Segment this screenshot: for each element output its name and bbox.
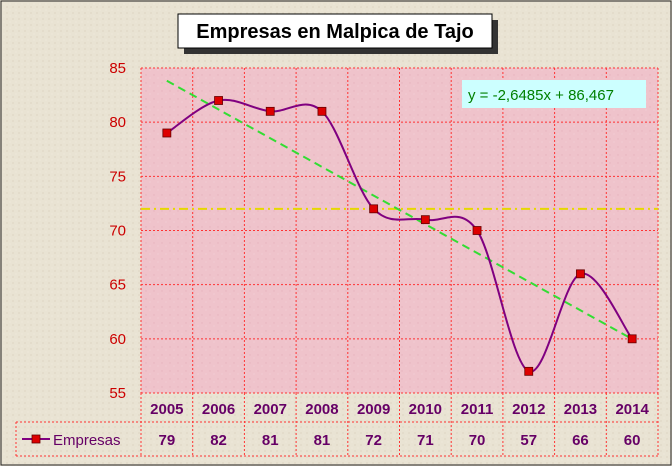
y-axis-ticks: 55 60 65 70 75 80 85 (109, 60, 126, 402)
y-tick-label: 55 (109, 385, 126, 402)
series-markers (162, 96, 637, 376)
x-tick-label: 2012 (512, 401, 545, 418)
data-value-label: 57 (520, 432, 537, 449)
x-tick-label: 2008 (305, 401, 338, 418)
data-point (214, 96, 223, 105)
data-point (265, 106, 275, 116)
trendline-equation-box: y = -2,6485x + 86,467 (462, 80, 646, 108)
chart-title-box: Empresas en Malpica de Tajo (177, 13, 498, 54)
data-value-label: 79 (159, 432, 176, 449)
data-point (317, 106, 327, 116)
x-tick-label: 2005 (150, 401, 183, 418)
y-tick-label: 70 (109, 223, 126, 240)
data-value-label: 60 (624, 432, 641, 449)
chart-title: Empresas en Malpica de Tajo (196, 21, 474, 43)
plot-area (141, 68, 658, 393)
title-panel (177, 13, 493, 49)
data-point (627, 334, 637, 344)
data-value-label: 81 (314, 432, 331, 449)
data-point (472, 226, 482, 235)
data-value-label: 70 (469, 432, 486, 449)
x-tick-label: 2013 (564, 401, 597, 418)
trend-line (166, 79, 633, 340)
data-point (420, 215, 430, 225)
x-tick-label: 2009 (357, 401, 390, 418)
data-value-label: 81 (262, 432, 279, 449)
data-point (369, 204, 379, 214)
x-tick-label: 2010 (409, 401, 442, 418)
x-tick-label: 2006 (202, 401, 235, 418)
x-tick-label: 2007 (254, 401, 287, 418)
legend: Empresas (22, 432, 121, 449)
y-tick-label: 60 (109, 331, 126, 348)
data-value-label: 66 (572, 432, 589, 449)
equation-panel (462, 80, 646, 108)
y-tick-label: 75 (109, 168, 126, 185)
data-value-label: 71 (417, 432, 434, 449)
trendline-equation: y = -2,6485x + 86,467 (468, 87, 614, 104)
y-tick-label: 80 (109, 114, 126, 131)
legend-label-empresas: Empresas (53, 432, 121, 449)
legend-marker (31, 434, 41, 444)
data-value-label: 72 (365, 432, 382, 449)
y-tick-label: 85 (109, 60, 126, 77)
data-value-label: 82 (210, 432, 227, 449)
data-point (162, 128, 172, 138)
data-point (524, 366, 534, 376)
y-tick-label: 65 (109, 277, 126, 294)
x-tick-label: 2011 (461, 401, 494, 418)
data-table: 2005 79 2006 82 2007 81 2008 81 2009 72 2010 71 2011… (15, 393, 659, 457)
data-point (576, 269, 585, 279)
x-tick-label: 2014 (615, 401, 649, 418)
